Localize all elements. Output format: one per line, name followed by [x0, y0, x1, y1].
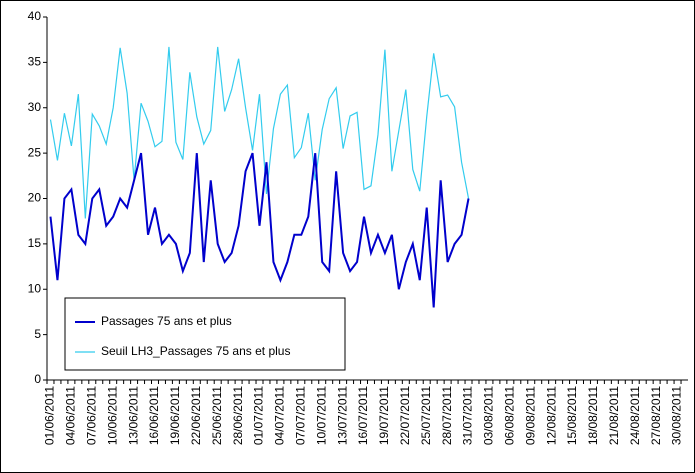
x-tick-label: 30/08/2011 [670, 386, 684, 445]
x-tick-label: 18/08/2011 [586, 386, 600, 445]
x-tick-label: 16/07/2011 [356, 386, 370, 445]
y-tick-label: 5 [34, 327, 41, 341]
legend-label: Seuil LH3_Passages 75 ans et plus [101, 344, 290, 358]
x-tick-label: 13/07/2011 [335, 386, 349, 445]
x-tick-label: 25/07/2011 [419, 386, 433, 445]
x-tick-label: 07/06/2011 [84, 386, 98, 445]
x-tick-label: 13/06/2011 [126, 386, 140, 445]
x-tick-label: 12/08/2011 [544, 386, 558, 445]
series-line [49, 46, 470, 219]
x-tick-label: 19/06/2011 [168, 386, 182, 445]
x-tick-label: 25/06/2011 [210, 386, 224, 445]
x-tick-label: 04/06/2011 [64, 386, 78, 445]
x-tick-label: 04/07/2011 [273, 386, 287, 445]
legend-label: Passages 75 ans et plus [101, 314, 232, 328]
y-tick-label: 20 [28, 191, 42, 205]
x-tick-label: 21/08/2011 [607, 386, 621, 445]
x-tick-label: 10/06/2011 [105, 386, 119, 445]
x-tick-label: 01/07/2011 [252, 386, 266, 445]
y-tick-label: 40 [28, 9, 42, 23]
x-tick-label: 24/08/2011 [628, 386, 642, 445]
x-tick-label: 07/07/2011 [293, 386, 307, 445]
x-tick-label: 09/08/2011 [523, 386, 537, 445]
x-tick-label: 28/07/2011 [440, 386, 454, 445]
x-tick-label: 03/08/2011 [482, 386, 496, 445]
y-tick-label: 25 [28, 145, 42, 159]
x-tick-label: 22/07/2011 [398, 386, 412, 445]
y-tick-label: 35 [28, 55, 42, 69]
x-tick-label: 10/07/2011 [314, 386, 328, 445]
x-tick-label: 06/08/2011 [503, 386, 517, 445]
x-tick-label: 31/07/2011 [461, 386, 475, 445]
x-tick-label: 16/06/2011 [147, 386, 161, 445]
legend: Passages 75 ans et plus Seuil LH3_Passage… [64, 297, 346, 371]
x-tick-label: 19/07/2011 [377, 386, 391, 445]
x-tick-label: 22/06/2011 [189, 386, 203, 445]
y-tick-label: 10 [28, 281, 42, 295]
series-line [49, 152, 470, 308]
x-tick-label: 01/06/2011 [43, 386, 57, 445]
y-tick-label: 15 [28, 236, 42, 250]
legend-box [64, 297, 346, 371]
x-tick-label: 28/06/2011 [231, 386, 245, 445]
y-tick-label: 30 [28, 100, 42, 114]
x-tick-label: 27/08/2011 [649, 386, 663, 445]
y-tick-label: 0 [34, 372, 41, 386]
x-tick-label: 15/08/2011 [565, 386, 579, 445]
